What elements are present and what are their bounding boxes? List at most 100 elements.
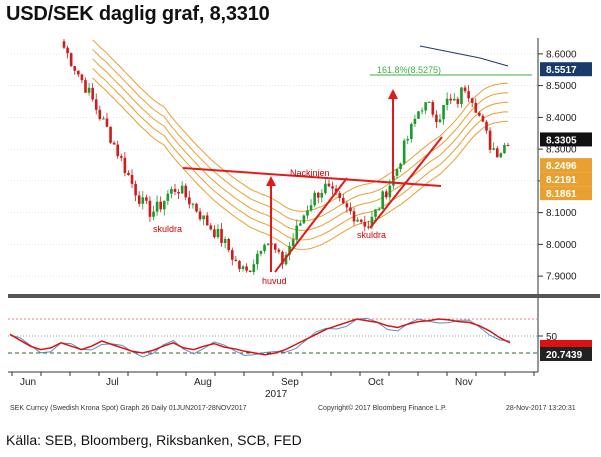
- candle-body: [230, 250, 234, 260]
- candle-body: [460, 87, 463, 104]
- candle-body: [341, 197, 345, 204]
- candle-body: [205, 215, 209, 226]
- candle-body: [427, 102, 431, 104]
- month-label: Sep: [281, 377, 299, 388]
- candle-body: [478, 112, 481, 116]
- candle-body: [381, 191, 384, 210]
- price-tick-label: 8.1000: [546, 208, 577, 219]
- candle-body: [198, 211, 202, 220]
- neckline: [182, 167, 442, 187]
- candle-body: [188, 197, 191, 205]
- candle-body: [481, 115, 485, 122]
- value-tag-label: 8.2496: [546, 161, 577, 172]
- candle-body: [73, 66, 77, 71]
- candle-body: [202, 215, 205, 220]
- candle-body: [116, 144, 120, 157]
- x-axis-ticks: Jun Jul Aug Sep Oct Nov: [11, 372, 535, 388]
- month-label: Jul: [106, 377, 119, 388]
- candle-body: [148, 200, 152, 217]
- candle-body: [220, 228, 223, 243]
- candle-body: [503, 144, 506, 154]
- candle-body: [166, 193, 170, 201]
- value-tag-bg: [540, 132, 592, 147]
- label-right-shoulder: skuldra: [357, 230, 386, 240]
- candle-body: [413, 118, 417, 124]
- candle-body: [499, 153, 503, 158]
- candle-body: [359, 219, 363, 222]
- price-tick-label: 8.5000: [546, 81, 577, 92]
- candle-body: [170, 188, 173, 194]
- candle-body: [424, 102, 427, 111]
- candle-body: [431, 102, 435, 115]
- candle-body: [62, 41, 66, 48]
- candle-body: [137, 195, 141, 204]
- value-tag-bg: [540, 158, 592, 173]
- candle-body: [467, 91, 470, 99]
- candle-body: [367, 226, 370, 228]
- candle-body: [134, 183, 137, 196]
- candle-body: [102, 118, 105, 120]
- candle-body: [327, 183, 331, 187]
- candle-body: [69, 53, 73, 67]
- candle-body: [123, 157, 127, 173]
- source-note: Källa: SEB, Bloomberg, Riksbanken, SCB, …: [6, 432, 302, 448]
- candle-body: [191, 203, 195, 205]
- price-tick-label: 8.0000: [546, 240, 577, 251]
- candle-body: [392, 175, 395, 186]
- candle-body: [299, 223, 302, 226]
- label-left-shoulder: skuldra: [153, 224, 182, 234]
- candle-body: [105, 118, 109, 127]
- candle-body: [173, 188, 177, 192]
- candle-body: [402, 140, 406, 164]
- trend-line-right: [369, 136, 443, 229]
- candle-body: [234, 259, 238, 262]
- price-value-tags: 8.5517 8.3305 8.2496 8.2191 8.1861: [540, 62, 592, 201]
- value-tag-label: 8.3305: [546, 135, 577, 146]
- candle-body: [324, 183, 327, 193]
- candle-body: [410, 123, 413, 139]
- long-moving-average-line: [419, 45, 509, 67]
- candle-body: [288, 246, 291, 255]
- candle-body: [281, 251, 284, 265]
- candle-body: [119, 156, 123, 158]
- candle-body: [331, 186, 334, 189]
- candle-body: [284, 254, 288, 265]
- candle-body: [435, 114, 438, 123]
- candle-body: [209, 225, 213, 230]
- candle-body: [338, 193, 342, 198]
- candle-body: [162, 200, 166, 210]
- candle-body: [245, 266, 248, 271]
- candle-body: [295, 225, 299, 240]
- candle-body: [266, 243, 270, 245]
- candle-body: [345, 203, 349, 208]
- candle-body: [506, 144, 510, 146]
- osc-tag-value: 20.7439: [546, 350, 583, 361]
- candle-body: [98, 109, 102, 120]
- candle-body: [195, 203, 198, 212]
- month-label: Nov: [455, 377, 473, 388]
- value-tag-bg: [540, 172, 592, 187]
- footer-left: SEK Curncy (Swedish Krona Spot) Graph 26…: [10, 405, 247, 412]
- candle-body: [474, 102, 478, 113]
- footer-center: Copyright© 2017 Bloomberg Finance L.P.: [318, 404, 447, 412]
- candle-body: [152, 211, 155, 217]
- candle-body: [495, 148, 499, 158]
- candle-body: [263, 244, 266, 252]
- candle-body: [66, 47, 69, 54]
- candle-body: [313, 192, 316, 206]
- ma-band-line: [92, 58, 509, 231]
- candle-body: [445, 98, 449, 105]
- candle-body: [492, 148, 495, 150]
- usdsek-chart: 8.60008.50008.40008.30008.20008.10008.00…: [8, 38, 600, 412]
- candle-body: [248, 270, 252, 273]
- candle-body: [485, 121, 488, 131]
- candle-body: [91, 87, 94, 100]
- candle-body: [374, 209, 377, 217]
- candle-body: [94, 99, 98, 110]
- value-tag-label: 8.1861: [546, 189, 577, 200]
- candle-body: [84, 80, 87, 93]
- candle-body: [227, 238, 231, 251]
- month-label: Aug: [194, 377, 212, 388]
- candle-body: [259, 251, 263, 254]
- arrow-head-left-icon: [266, 176, 276, 186]
